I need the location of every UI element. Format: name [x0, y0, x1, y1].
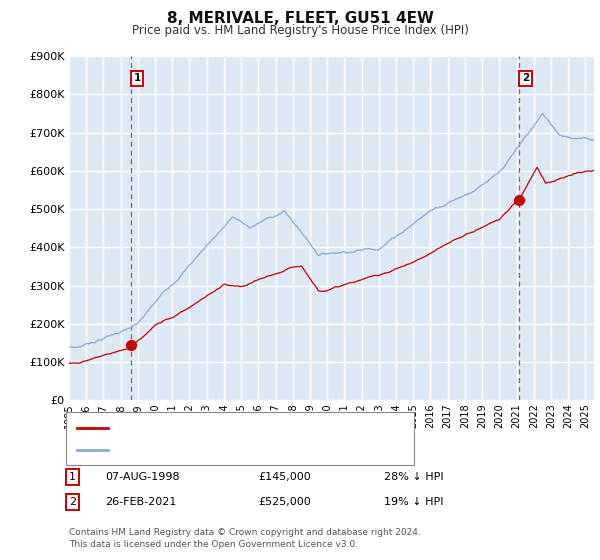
Text: 1: 1: [134, 73, 141, 83]
Text: £525,000: £525,000: [258, 497, 311, 507]
Text: 8, MERIVALE, FLEET, GU51 4EW: 8, MERIVALE, FLEET, GU51 4EW: [167, 11, 433, 26]
Text: 2: 2: [69, 497, 76, 507]
Text: 8, MERIVALE, FLEET, GU51 4EW (detached house): 8, MERIVALE, FLEET, GU51 4EW (detached h…: [114, 423, 373, 433]
Text: 1: 1: [69, 472, 76, 482]
Text: Price paid vs. HM Land Registry's House Price Index (HPI): Price paid vs. HM Land Registry's House …: [131, 24, 469, 36]
Text: 2: 2: [522, 73, 529, 83]
Text: 26-FEB-2021: 26-FEB-2021: [105, 497, 176, 507]
Text: 07-AUG-1998: 07-AUG-1998: [105, 472, 179, 482]
Text: This data is licensed under the Open Government Licence v3.0.: This data is licensed under the Open Gov…: [69, 540, 358, 549]
Text: 19% ↓ HPI: 19% ↓ HPI: [384, 497, 443, 507]
Text: £145,000: £145,000: [258, 472, 311, 482]
Text: HPI: Average price, detached house, Hart: HPI: Average price, detached house, Hart: [114, 445, 329, 455]
Text: Contains HM Land Registry data © Crown copyright and database right 2024.: Contains HM Land Registry data © Crown c…: [69, 528, 421, 536]
Text: 28% ↓ HPI: 28% ↓ HPI: [384, 472, 443, 482]
